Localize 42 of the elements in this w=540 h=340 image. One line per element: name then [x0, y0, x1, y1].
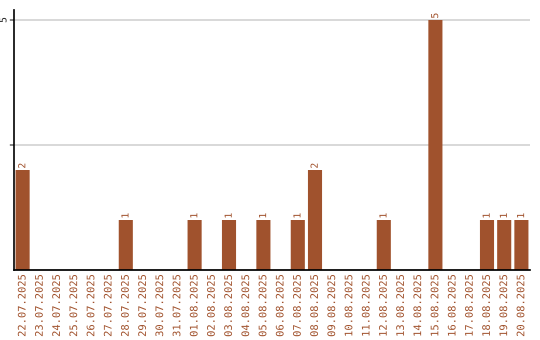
x-tick-label: 07.08.2025	[292, 275, 301, 336]
x-tick-label: 09.08.2025	[327, 275, 336, 336]
x-tick-label: 27.07.2025	[104, 275, 112, 336]
x-tick-label: 26.07.2025	[86, 275, 94, 336]
x-tick-label: 31.07.2025	[172, 275, 180, 336]
x-tick-label: 11.08.2025	[362, 275, 370, 336]
data-label: 1	[121, 213, 129, 218]
x-tick-label: 16.08.2025	[448, 275, 456, 336]
data-label: 1	[500, 213, 507, 218]
x-tick-label: 19.08.2025	[499, 275, 508, 336]
data-label: 1	[259, 213, 266, 218]
data-label: 1	[293, 213, 301, 218]
x-tick-label: 05.08.2025	[258, 275, 266, 336]
x-tick-label: 29.07.2025	[138, 275, 146, 336]
x-tick-label: 18.08.2025	[482, 275, 490, 336]
x-tick-label: 22.07.2025	[18, 275, 26, 336]
x-tick-label: 01.08.2025	[190, 275, 198, 336]
x-tick-label: 24.07.2025	[52, 275, 60, 336]
data-label: 1	[190, 213, 198, 218]
data-label: 1	[379, 213, 387, 218]
x-tick-label: 28.07.2025	[120, 275, 129, 336]
x-tick-label: 30.07.2025	[155, 275, 164, 336]
x-tick-label: 20.08.2025	[516, 275, 524, 336]
data-label: 1	[224, 213, 232, 218]
x-tick-label: 04.08.2025	[241, 275, 250, 336]
data-label: 5	[431, 14, 438, 18]
x-tick-label: 15.08.2025	[430, 275, 438, 336]
data-label: 2	[18, 164, 26, 168]
x-tick-label: 10.08.2025	[344, 275, 352, 336]
x-tick-label: 12.08.2025	[378, 275, 387, 336]
x-tick-label: 06.08.2025	[276, 275, 284, 336]
x-tick-label: 25.07.2025	[69, 275, 78, 336]
x-tick-label: 17.08.2025	[464, 275, 473, 336]
data-label: 1	[517, 213, 524, 218]
x-tick-label: 14.08.2025	[413, 275, 422, 336]
x-tick-label: 03.08.2025	[224, 275, 232, 336]
x-tick-label: 13.08.2025	[396, 275, 404, 336]
data-label: 2	[310, 164, 318, 168]
x-tick-label: 08.08.2025	[310, 275, 318, 336]
x-tick-label: 23.07.2025	[34, 275, 43, 336]
data-label: 1	[482, 213, 490, 218]
x-tick-label: 02.08.2025	[206, 275, 215, 336]
